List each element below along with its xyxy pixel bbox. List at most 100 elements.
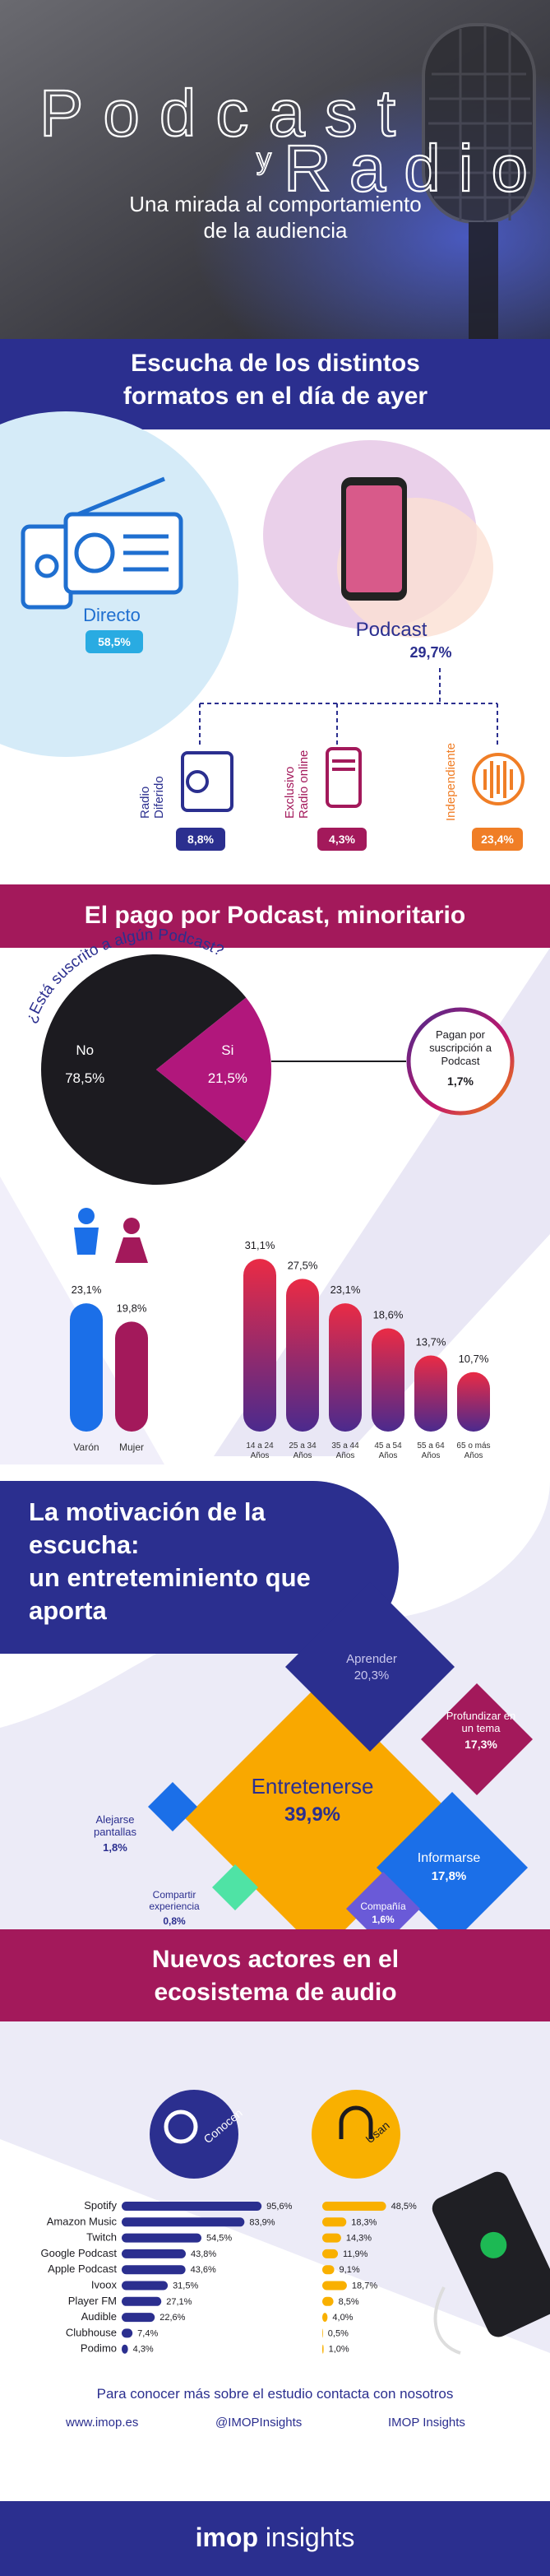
bar-value: 43,8% xyxy=(191,2249,216,2259)
bar xyxy=(322,2281,347,2291)
subtitle: Una mirada al comportamiento de la audie… xyxy=(129,192,422,243)
bar xyxy=(70,1303,103,1432)
format-value: 58,5% xyxy=(86,630,143,653)
bar-value: 18,6% xyxy=(373,1308,404,1320)
bar xyxy=(322,2344,324,2354)
linkedin-link[interactable]: IMOP Insights xyxy=(388,2416,465,2430)
motivation-label: Compañía xyxy=(360,1901,406,1912)
pie-slice xyxy=(156,997,271,1142)
bar xyxy=(122,2328,133,2338)
bar xyxy=(122,2265,186,2275)
motivation-value: 17,8% xyxy=(431,1869,467,1883)
earbud-cable xyxy=(433,2286,461,2355)
motivation-label: Profundizar en un tema xyxy=(446,1710,516,1734)
headphones-icon xyxy=(339,2105,373,2139)
bar xyxy=(122,2249,186,2258)
title-line: La motivación de la escucha: xyxy=(29,1497,266,1559)
bar xyxy=(322,2328,323,2338)
bar xyxy=(122,2233,202,2243)
bar-value: 11,9% xyxy=(343,2249,368,2259)
motivation-label: Entretenerse xyxy=(251,1774,374,1799)
bar xyxy=(122,2296,162,2306)
bar-category: Spotify xyxy=(84,2199,117,2212)
title: y xyxy=(257,142,271,175)
icon xyxy=(483,761,513,798)
bar xyxy=(322,2202,386,2211)
bar-category: 14 a 24 Años xyxy=(246,1441,274,1460)
bar-category: Mujer xyxy=(118,1441,144,1453)
bar-category: Podimo xyxy=(81,2342,117,2355)
icon xyxy=(326,747,362,808)
motivation-label: Aprender xyxy=(346,1652,397,1666)
mic-mesh xyxy=(428,26,532,222)
pie-label: Si xyxy=(221,1042,233,1058)
bar xyxy=(122,2202,262,2211)
motivation-label: Alejarse pantallas xyxy=(93,1813,137,1838)
bar-category: 65 o más Años xyxy=(456,1441,491,1460)
title-line: un entreteminiento que aporta xyxy=(29,1563,311,1625)
bar xyxy=(122,2313,155,2323)
pie-slice xyxy=(40,954,247,1185)
head-icon xyxy=(164,2110,198,2144)
pie-value: 78,5% xyxy=(65,1070,104,1086)
bar-value: 23,1% xyxy=(72,1283,102,1296)
bar-value: 48,5% xyxy=(391,2202,417,2212)
motivation-value: 39,9% xyxy=(284,1803,341,1826)
icon-part xyxy=(123,534,169,572)
motivation-label: Compartir experiencia xyxy=(149,1889,200,1912)
tree-lines xyxy=(199,668,498,745)
bar-value: 14,3% xyxy=(346,2234,372,2244)
charts: No 78,5% Si 21,5% 23,1% 19,8% 31,1% 27,5% 23,1% 1… xyxy=(40,954,490,2355)
bar-category: 55 a 64 Años xyxy=(417,1441,445,1460)
callout-value: 1,7% xyxy=(447,1074,474,1088)
bar-category: Google Podcast xyxy=(40,2247,117,2259)
bar xyxy=(457,1372,490,1432)
person-body xyxy=(74,1228,99,1255)
bar-value: 9,1% xyxy=(340,2265,360,2275)
bar-value: 18,3% xyxy=(351,2217,377,2227)
bar xyxy=(243,1259,276,1432)
bar xyxy=(322,2249,339,2258)
bar-category: Apple Podcast xyxy=(48,2263,117,2275)
bar-value: 4,0% xyxy=(332,2313,353,2323)
bar xyxy=(414,1355,447,1432)
bar-value: 19,8% xyxy=(117,1302,147,1314)
person-body xyxy=(115,1237,148,1263)
bar-category: 25 a 34 Años xyxy=(289,1441,317,1460)
bar xyxy=(372,1328,404,1432)
person-head xyxy=(123,1218,140,1234)
icon xyxy=(186,770,209,793)
bar-category: Twitch xyxy=(86,2231,117,2244)
bar xyxy=(322,2313,328,2323)
format-label: Podcast xyxy=(355,619,428,641)
web-link[interactable]: www.imop.es xyxy=(66,2416,139,2430)
bar-value: 95,6% xyxy=(266,2202,292,2212)
bar-value: 83,9% xyxy=(249,2217,275,2227)
diamond xyxy=(421,1683,533,1795)
bar-value: 10,7% xyxy=(459,1353,489,1365)
format-value: 8,8% xyxy=(176,828,225,851)
bar-category: 45 a 54 Años xyxy=(374,1441,402,1460)
bar xyxy=(322,2265,335,2275)
pie-label: No xyxy=(76,1042,94,1058)
format-label: Directo xyxy=(83,605,141,625)
title: Podcast xyxy=(39,77,415,150)
bar xyxy=(322,2217,347,2227)
motivation-value: 17,3% xyxy=(464,1738,497,1751)
format-value: 4,3% xyxy=(317,828,367,851)
icon-part xyxy=(35,554,59,578)
logo-part: insights xyxy=(265,2523,355,2552)
bar-value: 18,7% xyxy=(352,2281,377,2291)
usan-circle xyxy=(312,2090,400,2179)
band xyxy=(0,1929,550,2021)
bg-shape xyxy=(0,2021,550,2353)
twitter-link[interactable]: @IMOPInsights xyxy=(215,2416,303,2430)
bar xyxy=(329,1303,362,1432)
icon xyxy=(181,751,233,812)
sub-icons xyxy=(181,747,525,812)
logo: imop insights xyxy=(0,2523,550,2553)
bar-value: 43,6% xyxy=(191,2265,216,2275)
bar-category: 35 a 44 Años xyxy=(331,1441,359,1460)
